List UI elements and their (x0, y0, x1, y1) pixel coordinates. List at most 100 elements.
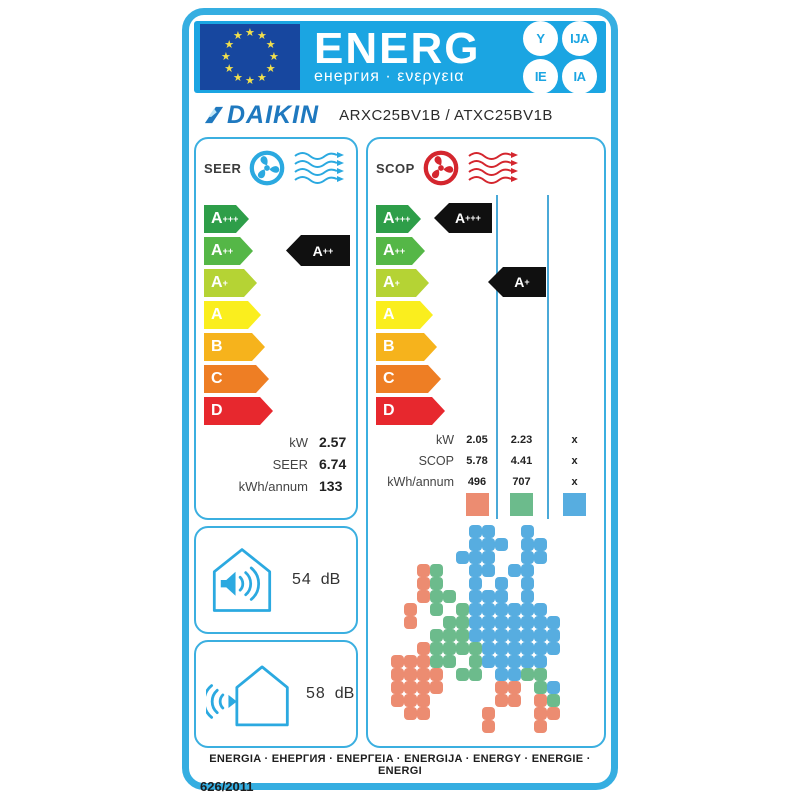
value-number: 5.78 (466, 454, 488, 467)
climate-zone-swatch-3 (563, 493, 586, 516)
seer-rating-pointer: A ++ (286, 235, 350, 266)
airflow-waves-heat-icon (468, 152, 518, 184)
scop-value-row: kWh/annum 496 707 x (370, 471, 602, 492)
eu-star-icon: ★ (265, 63, 276, 75)
indoor-noise-panel: 54 dB (194, 526, 358, 634)
indoor-noise-value: 54 dB (292, 571, 341, 588)
daikin-mark-icon (204, 106, 224, 124)
class-row-5: B (204, 333, 350, 361)
fan-heating-icon (423, 150, 459, 186)
map-row (378, 655, 599, 668)
scop-values: kW 2.05 2.23 x SCOP 5.78 4.41 x kWh/annum 496 707 x (370, 429, 602, 492)
fan-cooling-icon (250, 150, 285, 186)
energ-suffix-ia: IA (562, 58, 597, 94)
class-row-2: A ++ A ++ (204, 235, 350, 266)
energy-class-arrow-App: A ++ (376, 237, 425, 265)
eu-star-icon: ★ (257, 30, 267, 43)
map-row (378, 694, 599, 707)
daikin-logo: DAIKIN (204, 101, 319, 130)
manufacturer-name: DAIKIN (227, 100, 320, 129)
seer-value-row: kWh/annum 133 (204, 475, 350, 497)
map-row (378, 681, 599, 694)
energ-subtitle: енергия · ενεργεια (314, 68, 465, 85)
energy-class-arrow-Ap: A + (204, 269, 257, 297)
value-label: kW (289, 434, 308, 450)
class-row-5: B (376, 333, 445, 361)
energy-class-arrow-D: D (376, 397, 445, 425)
value-label: SCOP (418, 453, 454, 468)
map-row (378, 577, 599, 590)
energy-class-arrow-C: C (204, 365, 269, 393)
energ-wordmark: ENERG енергия · ενεργεια (300, 24, 523, 86)
zone-divider-2 (547, 195, 549, 519)
class-row-7: D (376, 397, 445, 425)
map-row (378, 538, 599, 551)
climate-zone-swatch-1 (466, 493, 489, 516)
eu-flag-icon: ★ ★ ★ ★ ★ ★ ★ ★ ★ ★ ★ ★ (200, 24, 300, 90)
footer: ENERGIA · ЕНЕРГИЯ · ENEPΓEIA · ENERGIJA … (194, 753, 606, 794)
value-number: 6.74 (319, 456, 347, 472)
model-number: ARXC25BV1B / ATXC25BV1B (339, 106, 553, 124)
energ-text: ENERG (314, 24, 481, 73)
class-row-6: C (204, 365, 350, 393)
airflow-waves-icon (294, 152, 345, 184)
energy-class-arrow-D: D (204, 397, 273, 425)
outdoor-noise-value: 58 dB (306, 685, 355, 702)
energy-class-arrow-App: A ++ (204, 237, 253, 265)
eu-star-icon: ★ (245, 75, 255, 87)
map-row (378, 525, 599, 538)
scop-panel: SCOP (366, 137, 606, 748)
outdoor-noise-icon (206, 665, 289, 727)
climate-zone-swatch-2 (510, 493, 533, 516)
eu-star-icon: ★ (233, 71, 243, 84)
eu-star-icon: ★ (245, 27, 255, 39)
scop-value-row: kW 2.05 2.23 x (370, 429, 602, 450)
scop-value-row: SCOP 5.78 4.41 x (370, 450, 602, 471)
outdoor-noise-panel: 58 dB (194, 640, 358, 748)
class-row-1: A +++ (376, 205, 445, 233)
map-row (378, 551, 599, 564)
zone-divider-1 (496, 195, 498, 519)
value-number: 707 (512, 475, 531, 488)
value-label: kW (435, 432, 454, 447)
eu-star-icon: ★ (233, 30, 243, 43)
map-row (378, 590, 599, 603)
europe-climate-map (378, 525, 599, 733)
map-row (378, 616, 599, 629)
seer-value-row: SEER 6.74 (204, 453, 350, 475)
value-number: x (571, 454, 578, 467)
product-row: DAIKIN ARXC25BV1B / ATXC25BV1B (194, 93, 606, 137)
value-number: x (571, 475, 578, 488)
eu-star-icon: ★ (224, 63, 235, 75)
energ-suffix-y: Y (523, 20, 558, 56)
seer-panel: SEER (194, 137, 358, 520)
energy-class-arrow-A: A (204, 301, 261, 329)
energy-class-arrow-Appp: A +++ (204, 205, 249, 233)
scop-label: SCOP (376, 160, 415, 176)
seer-label: SEER (204, 160, 242, 176)
map-row (378, 720, 599, 733)
class-row-3: A + (204, 269, 350, 297)
map-row (378, 603, 599, 616)
regulation-number: 626/2011 (200, 779, 254, 794)
energy-class-arrow-B: B (376, 333, 437, 361)
indoor-noise-icon (212, 548, 272, 612)
value-number: 496 (467, 475, 487, 488)
class-row-4: A (204, 301, 350, 329)
map-row (378, 564, 599, 577)
value-number: 133 (319, 478, 343, 494)
eu-star-icon: ★ (269, 51, 279, 63)
value-number: 2.05 (466, 433, 488, 446)
energy-class-arrow-A: A (376, 301, 433, 329)
language-suffix-circles: Y IJA IE IA (523, 20, 598, 94)
seer-class-ladder: A +++ A ++ A ++ A + A B C D (204, 205, 350, 425)
seer-value-row: kW 2.57 (204, 431, 350, 453)
energy-class-arrow-Ap: A + (376, 269, 429, 297)
map-row (378, 629, 599, 642)
class-row-1: A +++ (204, 205, 350, 233)
energy-languages-text: ENERGIA · ЕНЕРГИЯ · ENEPΓEIA · ENERGIJA … (209, 753, 591, 777)
value-label: SEER (272, 456, 308, 472)
seer-values: kW 2.57 SEER 6.74 kWh/annum 133 (204, 431, 350, 497)
energy-class-arrow-C: C (376, 365, 441, 393)
